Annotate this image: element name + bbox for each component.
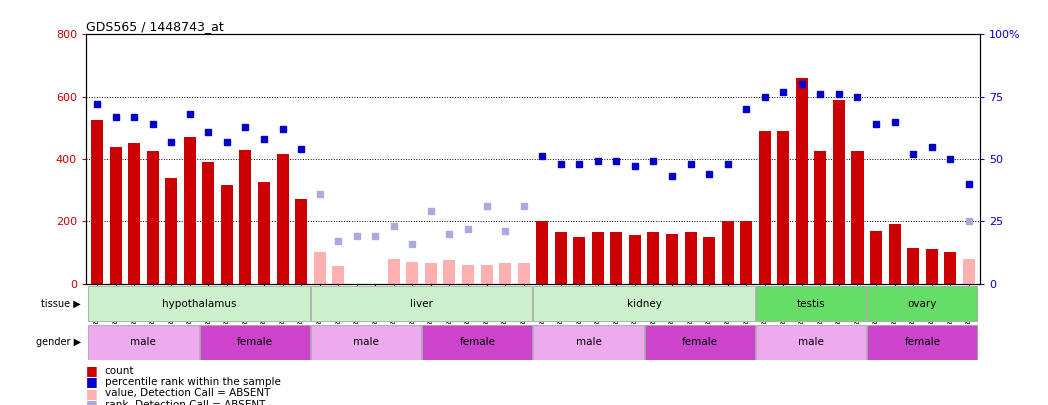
Bar bbox=[759, 131, 770, 284]
Bar bbox=[110, 147, 122, 284]
Text: male: male bbox=[131, 337, 156, 347]
Bar bbox=[740, 221, 752, 284]
Bar bbox=[925, 249, 938, 284]
Bar bbox=[128, 143, 140, 284]
Bar bbox=[778, 131, 789, 284]
Bar bbox=[277, 154, 288, 284]
Bar bbox=[944, 252, 956, 284]
Bar bbox=[814, 151, 827, 284]
Bar bbox=[629, 235, 641, 284]
Bar bbox=[313, 252, 326, 284]
Text: female: female bbox=[459, 337, 496, 347]
Text: ■: ■ bbox=[86, 398, 97, 405]
Text: male: male bbox=[799, 337, 824, 347]
Text: tissue ▶: tissue ▶ bbox=[41, 299, 81, 309]
Bar bbox=[684, 232, 697, 284]
Bar bbox=[722, 221, 734, 284]
Bar bbox=[756, 325, 867, 360]
Text: percentile rank within the sample: percentile rank within the sample bbox=[105, 377, 281, 387]
Bar bbox=[537, 221, 548, 284]
Bar bbox=[481, 265, 493, 284]
Bar bbox=[533, 286, 755, 321]
Text: rank, Detection Call = ABSENT: rank, Detection Call = ABSENT bbox=[105, 400, 265, 405]
Bar bbox=[296, 199, 307, 284]
Bar bbox=[592, 232, 604, 284]
Bar bbox=[963, 259, 975, 284]
Bar bbox=[239, 149, 252, 284]
Bar bbox=[554, 232, 567, 284]
Bar bbox=[258, 182, 270, 284]
Bar bbox=[851, 151, 864, 284]
Bar bbox=[870, 230, 882, 284]
Bar bbox=[388, 259, 400, 284]
Text: value, Detection Call = ABSENT: value, Detection Call = ABSENT bbox=[105, 388, 270, 398]
Text: female: female bbox=[237, 337, 272, 347]
Bar bbox=[407, 262, 418, 284]
Text: liver: liver bbox=[410, 299, 433, 309]
Text: ovary: ovary bbox=[908, 299, 937, 309]
Bar bbox=[610, 232, 623, 284]
Bar bbox=[703, 237, 715, 284]
Text: female: female bbox=[682, 337, 718, 347]
Bar bbox=[868, 325, 978, 360]
Text: kidney: kidney bbox=[627, 299, 661, 309]
Text: GDS565 / 1448743_at: GDS565 / 1448743_at bbox=[86, 20, 223, 33]
Text: ■: ■ bbox=[86, 364, 97, 377]
Bar bbox=[908, 248, 919, 284]
Bar bbox=[868, 286, 978, 321]
Bar bbox=[202, 162, 215, 284]
Bar bbox=[648, 232, 659, 284]
Bar bbox=[499, 263, 511, 284]
Bar bbox=[665, 234, 678, 284]
Bar bbox=[573, 237, 585, 284]
Bar bbox=[833, 100, 845, 284]
Bar bbox=[311, 325, 421, 360]
Bar bbox=[91, 120, 103, 284]
Bar bbox=[756, 286, 867, 321]
Text: male: male bbox=[575, 337, 602, 347]
Bar bbox=[422, 325, 532, 360]
Bar bbox=[88, 325, 198, 360]
Text: ■: ■ bbox=[86, 375, 97, 388]
Text: male: male bbox=[353, 337, 379, 347]
Bar bbox=[332, 266, 344, 284]
Bar bbox=[311, 286, 532, 321]
Bar bbox=[645, 325, 755, 360]
Bar bbox=[424, 263, 437, 284]
Bar bbox=[889, 224, 900, 284]
Bar bbox=[166, 178, 177, 284]
Bar bbox=[88, 286, 310, 321]
Bar bbox=[443, 260, 456, 283]
Text: count: count bbox=[105, 366, 134, 375]
Bar bbox=[221, 185, 233, 284]
Bar bbox=[795, 78, 808, 283]
Bar bbox=[199, 325, 310, 360]
Text: testis: testis bbox=[796, 299, 826, 309]
Bar bbox=[533, 325, 643, 360]
Text: female: female bbox=[904, 337, 940, 347]
Text: gender ▶: gender ▶ bbox=[36, 337, 81, 347]
Bar bbox=[183, 137, 196, 284]
Text: ■: ■ bbox=[86, 387, 97, 400]
Bar bbox=[518, 263, 529, 284]
Bar bbox=[462, 265, 474, 284]
Text: hypothalamus: hypothalamus bbox=[161, 299, 236, 309]
Bar bbox=[147, 151, 158, 284]
